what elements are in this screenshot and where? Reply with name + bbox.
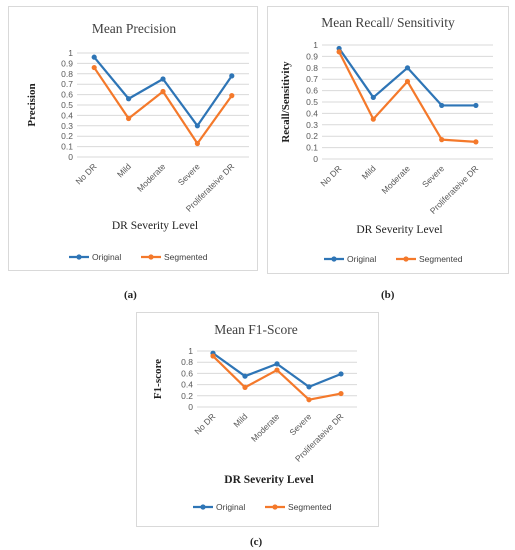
x-tick-label: Severe: [176, 161, 202, 187]
panel-label-a: (a): [124, 289, 137, 301]
x-tick-label: Moderate: [379, 163, 412, 196]
legend-swatch-marker: [272, 504, 278, 510]
y-tick-label: 0.1: [306, 143, 318, 153]
y-tick-label: 1: [313, 40, 318, 50]
legend-label-segmented: Segmented: [419, 254, 463, 264]
y-tick-label: 0.4: [306, 108, 318, 118]
x-tick-label: Mild: [231, 411, 249, 429]
data-point-original: [370, 94, 376, 101]
x-axis-label: DR Severity Level: [112, 220, 198, 232]
panel-label-c: (c): [250, 536, 263, 548]
precision-chart: Mean Precision 00.10.20.30.40.50.60.70.80…: [26, 21, 249, 262]
x-tick-label: Moderate: [135, 161, 168, 194]
data-point-segmented: [194, 140, 200, 147]
chart-panel-precision: Mean Precision 0 0.1 0.2 0.3 0.4 0.5 0.6 0.7 0.8 0…: [8, 6, 258, 271]
x-tick-label: Mild: [360, 163, 378, 181]
x-axis-label: DR Severity Level: [224, 474, 313, 486]
y-tick-label: 0.4: [181, 380, 193, 390]
y-tick-label: 0.5: [61, 100, 73, 110]
y-tick-label: 0.2: [181, 391, 193, 401]
data-point-original: [338, 371, 344, 377]
data-point-original: [160, 76, 166, 82]
data-point-original: [306, 384, 312, 390]
legend-label-original: Original: [92, 252, 121, 262]
x-tick-label: Moderate: [249, 411, 282, 444]
legend-swatch-marker: [148, 254, 154, 260]
x-tick-label: No DR: [192, 411, 217, 436]
legend-label-original: Original: [347, 254, 376, 264]
y-tick-label: 0.3: [61, 121, 73, 131]
data-point-original: [229, 73, 235, 79]
data-point-original: [91, 54, 97, 60]
data-point-original: [194, 123, 200, 129]
legend-swatch-marker: [403, 256, 409, 262]
data-point-segmented: [160, 88, 166, 95]
data-point-original: [274, 361, 280, 367]
legend-label-segmented: Segmented: [164, 252, 208, 262]
x-tick-label: Severe: [287, 411, 313, 437]
data-point-segmented: [473, 139, 479, 145]
legend-label-segmented: Segmented: [288, 502, 332, 512]
data-point-original: [473, 102, 479, 109]
y-tick-label: 0.7: [306, 74, 318, 84]
chart-title: Mean Precision: [92, 21, 177, 36]
data-point-original: [242, 373, 248, 379]
recall-chart: Mean Recall/ Sensitivity 00.1 0.20.3 0.40.5…: [280, 15, 493, 264]
legend-swatch-marker: [76, 254, 82, 260]
y-tick-label: 0.2: [306, 131, 318, 141]
y-axis-label: F1-score: [152, 359, 164, 399]
y-tick-label: 0.4: [61, 110, 73, 120]
data-point-segmented: [370, 116, 376, 122]
y-tick-label: 0.5: [306, 97, 318, 107]
y-tick-label: 0.6: [181, 368, 193, 378]
data-point-segmented: [126, 115, 132, 122]
data-point-segmented: [242, 384, 248, 390]
y-tick-label: 0.2: [61, 131, 73, 141]
y-tick-label: 0.3: [306, 120, 318, 130]
y-tick-label: 0.6: [61, 90, 73, 100]
y-tick-label: 1: [188, 346, 193, 356]
data-point-segmented: [439, 137, 445, 143]
chart-title: Mean F1-Score: [214, 322, 298, 337]
data-point-segmented: [336, 49, 342, 55]
y-tick-label: 0: [188, 402, 193, 412]
data-point-segmented: [274, 367, 280, 373]
x-tick-label: Severe: [420, 163, 446, 189]
legend-swatch-marker: [200, 504, 206, 510]
data-point-original: [439, 102, 445, 109]
x-tick-label: Mild: [115, 161, 133, 179]
data-point-segmented: [338, 390, 344, 397]
data-point-original: [404, 65, 411, 71]
data-point-segmented: [229, 93, 235, 99]
legend-label-original: Original: [216, 502, 245, 512]
legend-swatch-marker: [331, 256, 337, 262]
y-axis-label: Precision: [26, 83, 38, 126]
data-point-original: [126, 96, 132, 102]
y-tick-label: 0.7: [61, 79, 73, 89]
y-tick-label: 0.8: [61, 69, 73, 79]
series-line-original: [338, 47, 476, 107]
data-point-segmented: [91, 64, 97, 71]
panel-label-b: (b): [381, 289, 395, 301]
y-tick-label: 0.9: [306, 51, 318, 61]
y-tick-label: 0: [313, 154, 318, 164]
y-tick-label: 0.6: [306, 86, 318, 96]
x-tick-label: No DR: [74, 161, 99, 186]
data-point-segmented: [404, 78, 411, 85]
chart-panel-recall: Mean Recall/ Sensitivity 0 0.1 0.2 0.3 0.4 0.5…: [267, 6, 509, 274]
x-axis-label: DR Severity Level: [356, 224, 442, 236]
y-tick-label: 1: [68, 48, 73, 58]
chart-title: Mean Recall/ Sensitivity: [321, 15, 455, 30]
y-tick-label: 0.8: [181, 357, 193, 367]
chart-panel-f1: Mean F1-Score 0 0.2 0.4 0.6 0.8 1 F1-score No DR…: [136, 312, 379, 527]
y-tick-label: 0.9: [61, 58, 73, 68]
f1-chart: Mean F1-Score 00.20.4 0.60.81 F1-score No DR…: [152, 322, 357, 512]
y-tick-label: 0: [68, 152, 73, 162]
data-point-segmented: [210, 353, 216, 359]
y-tick-label: 0.8: [306, 63, 318, 73]
data-point-segmented: [306, 397, 312, 403]
x-tick-label: No DR: [318, 163, 343, 188]
y-axis-label: Recall/Sensitivity: [280, 61, 292, 143]
y-tick-label: 0.1: [61, 142, 73, 152]
